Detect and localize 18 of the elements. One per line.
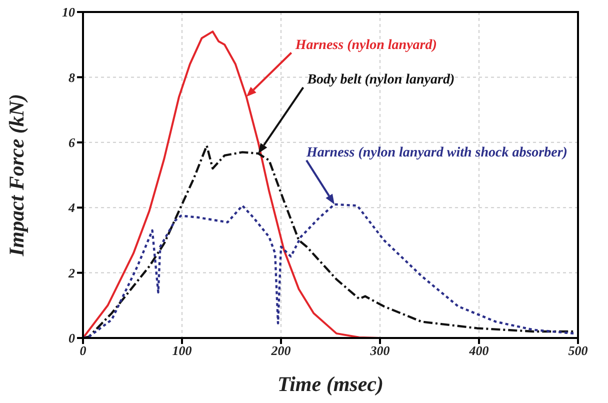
y-tick-label: 2: [68, 265, 76, 280]
y-tick-label: 6: [68, 135, 76, 150]
y-tick-label: 10: [62, 4, 76, 20]
x-tick-label: 300: [369, 343, 390, 358]
x-tick-label: 500: [568, 343, 588, 358]
x-tick-label: 400: [468, 343, 490, 358]
x-tick-label: 200: [270, 343, 292, 358]
x-tick-label: 100: [172, 343, 192, 358]
x-tick-label: 0: [80, 343, 87, 358]
text: Harness (nylon lanyard): [294, 38, 437, 53]
y-axis-title: Impact Force (kN): [4, 94, 28, 258]
x-axis-title: Time (msec): [278, 372, 384, 396]
y-tick-label: 0: [68, 330, 76, 346]
y-tick-label: 8: [68, 70, 76, 85]
text: Harness (nylon lanyard with shock absorber): [305, 145, 568, 160]
line-series: [83, 144, 576, 338]
text: Body belt (nylon lanyard): [306, 72, 455, 88]
y-tick-label: 4: [68, 200, 76, 216]
